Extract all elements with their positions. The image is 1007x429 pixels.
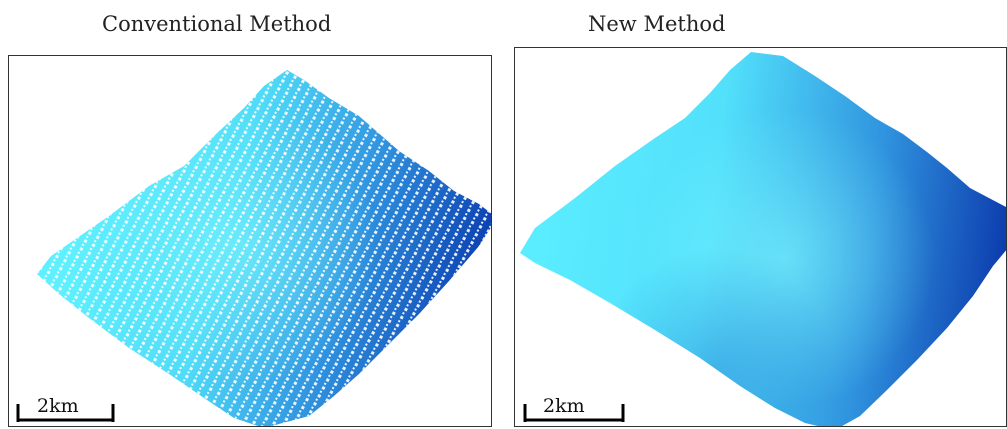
scale-bar-label: 2km [37,395,79,417]
bathymetry-map-conventional [16,70,491,426]
seafloor-depth-area [520,52,1006,426]
seafloor-depth-area [37,70,491,426]
scale-bar [523,404,625,422]
panel-title-new: New Method [588,12,726,36]
panel-title-conventional: Conventional Method [102,12,332,36]
map-panel-new: 2km [514,47,1007,427]
scale-bar [16,404,115,422]
bathymetry-map-new [520,52,1006,426]
map-panel-conventional: 2km [8,55,492,427]
scale-bar-label: 2km [543,395,585,417]
